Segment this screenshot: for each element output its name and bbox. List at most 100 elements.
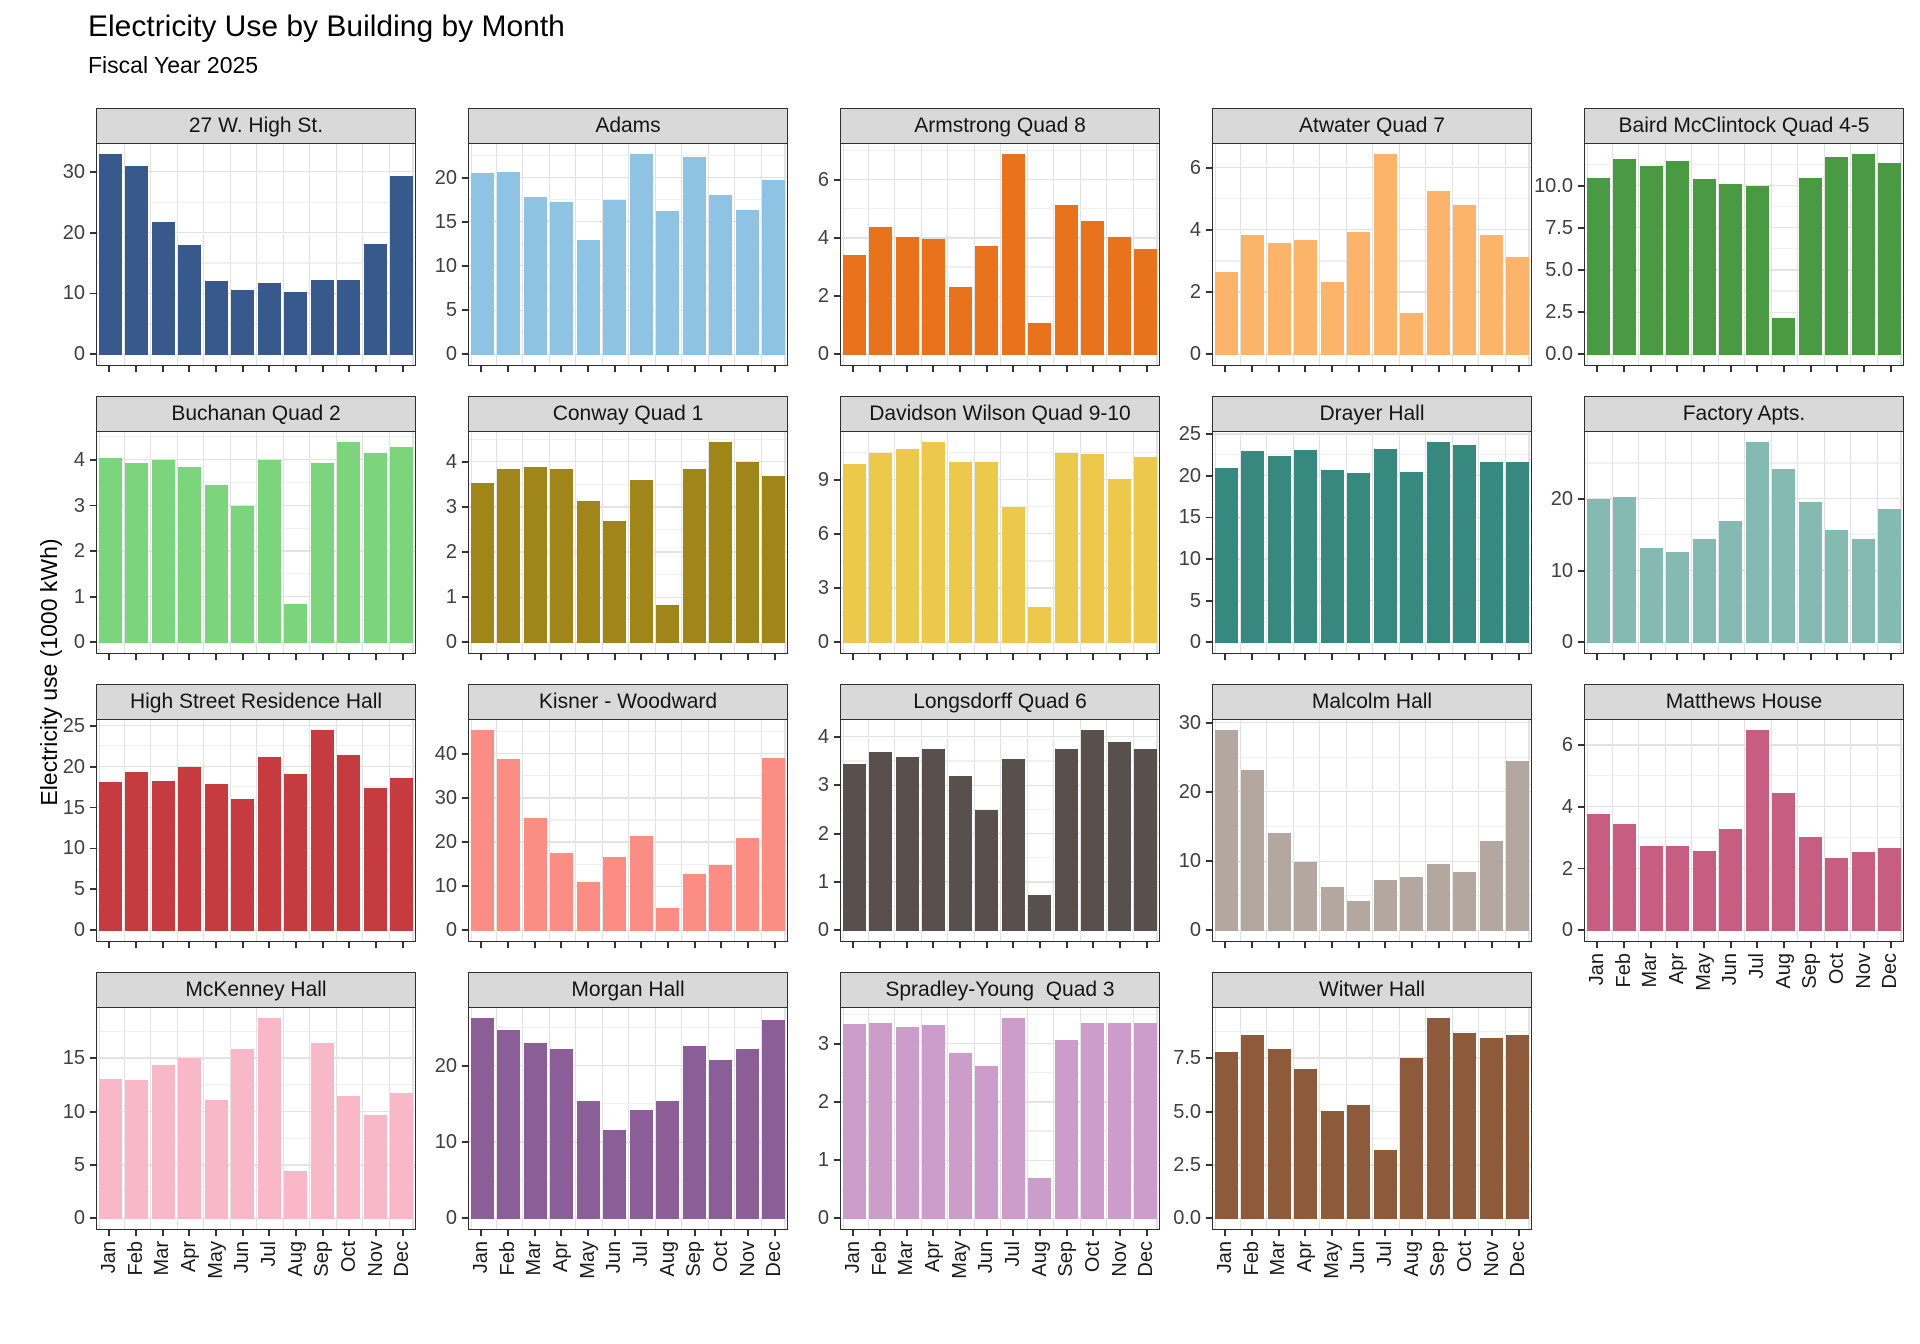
bar-mar [523, 1043, 547, 1219]
facet-column: Kisner - Woodward [468, 684, 788, 948]
y-tick-label: 4 [817, 726, 829, 749]
vertical-gridline [309, 720, 311, 941]
facet-cell: 0 1 2 3 4 Longsdorff Quad 6 [788, 684, 1160, 948]
bar-jun [231, 798, 255, 931]
x-tick-mark [188, 654, 191, 660]
x-tick-mark [879, 654, 881, 660]
y-axis-gutter: 0 10 20 [1532, 396, 1584, 657]
x-label-slot: Jun [601, 1237, 628, 1317]
y-tick-mark [462, 1217, 468, 1220]
bar-nov [363, 1115, 387, 1219]
x-label-slot: Nov [735, 1237, 762, 1317]
bar-may [948, 776, 972, 931]
y-tick-label: 5 [73, 878, 85, 901]
vertical-gridline [150, 432, 152, 653]
x-tick-mark [295, 366, 297, 372]
vertical-gridline [1026, 432, 1028, 653]
vertical-gridline [920, 144, 922, 365]
x-tick-mark [1676, 366, 1679, 372]
x-tick-mark [1251, 366, 1253, 372]
y-tick-mark [462, 309, 468, 311]
y-axis-gutter: 0.0 2.5 5.0 7.5 [1160, 972, 1212, 1233]
vertical-gridline [1239, 720, 1241, 941]
bar-jan [470, 172, 494, 355]
y-tick-mark [1206, 291, 1212, 293]
vertical-gridline [1504, 432, 1506, 653]
y-tick-label: 0 [1189, 343, 1201, 366]
bar-dec [1134, 456, 1158, 643]
x-tick-mark [1145, 654, 1148, 660]
bar-jan [470, 482, 494, 643]
facet-title-strip: Armstrong Quad 8 [841, 109, 1159, 144]
x-axis-ticks [96, 366, 416, 373]
x-tick-mark [161, 366, 164, 372]
y-tick-mark [1206, 475, 1212, 477]
y-tick-label: 1 [445, 586, 457, 609]
y-tick-label: 10 [434, 875, 457, 898]
x-axis-ticks [468, 1230, 788, 1237]
x-tick-mark [773, 366, 776, 372]
y-tick-mark [1578, 353, 1584, 356]
x-tick-mark [959, 942, 961, 948]
y-axis-gutter: 0 2 4 6 [1532, 684, 1584, 945]
bar-may [948, 1053, 972, 1219]
facet-panel: Longsdorff Quad 6 [840, 684, 1160, 942]
x-tick-mark [1756, 942, 1759, 948]
y-tick-label: 0 [1561, 919, 1573, 942]
vertical-gridline [282, 720, 284, 941]
facet-plot-area [1213, 1008, 1531, 1229]
y-tick-label: 0 [1561, 631, 1573, 654]
y-tick-mark [462, 1141, 468, 1143]
vertical-gridline [123, 144, 125, 365]
y-axis-gutter: 0 3 6 9 [788, 396, 840, 657]
y-tick-label: 3 [445, 496, 457, 519]
facet-title-strip: Longsdorff Quad 6 [841, 685, 1159, 720]
y-tick-label: 0 [817, 343, 829, 366]
x-axis-ticks [840, 366, 1160, 373]
facet-cell: 0 1 2 3 Spradley-Young Quad 3 Jan Feb Mar Apr May… [788, 972, 1160, 1279]
vertical-gridline [1292, 144, 1294, 365]
y-tick-mark [834, 784, 840, 787]
x-tick-mark [321, 366, 324, 372]
x-tick-mark [1119, 654, 1121, 660]
x-tick-mark [241, 942, 244, 948]
y-tick-label: 0 [817, 631, 829, 654]
x-axis-ticks [96, 1230, 416, 1237]
x-tick-mark [1703, 942, 1705, 948]
vertical-gridline [1876, 432, 1878, 653]
bar-aug [284, 1170, 308, 1219]
x-tick-mark [1224, 942, 1227, 948]
bar-dec [1134, 1023, 1158, 1219]
x-tick-mark [1703, 366, 1705, 372]
x-tick-mark [720, 942, 723, 948]
y-tick-mark [834, 1043, 840, 1045]
x-tick-mark [375, 654, 377, 660]
facet-title: Baird McClintock Quad 4-5 [1618, 114, 1870, 137]
vertical-gridline [282, 1008, 284, 1229]
month-label: Apr [177, 1241, 200, 1273]
x-label-slot: Nov [1851, 949, 1878, 1029]
month-label: May [1692, 953, 1715, 991]
x-tick-mark [135, 942, 137, 948]
facet-column: Morgan Hall Jan Feb Mar Apr May Jun Jul Aug Sep Oc… [468, 972, 788, 1279]
bar-feb [497, 171, 521, 355]
bar-sep [682, 469, 706, 643]
y-tick-mark [1206, 166, 1212, 169]
facet-title: Drayer Hall [1319, 402, 1425, 425]
facet-title: Kisner - Woodward [538, 690, 718, 713]
x-tick-mark [1357, 1230, 1360, 1236]
x-tick-mark [108, 366, 111, 372]
vertical-gridline [760, 432, 762, 653]
vertical-gridline [734, 1008, 736, 1229]
bar-feb [869, 452, 893, 643]
vertical-gridline [1292, 720, 1294, 941]
vertical-gridline [601, 432, 603, 653]
y-tick-mark [834, 478, 840, 481]
x-tick-mark [507, 654, 509, 660]
bar-oct [1453, 1033, 1477, 1219]
x-tick-mark [985, 942, 988, 948]
x-axis-ticks [1584, 654, 1904, 661]
bar-dec [1506, 761, 1530, 931]
y-tick-label: 40 [434, 743, 457, 766]
facet-title: Morgan Hall [571, 978, 685, 1001]
